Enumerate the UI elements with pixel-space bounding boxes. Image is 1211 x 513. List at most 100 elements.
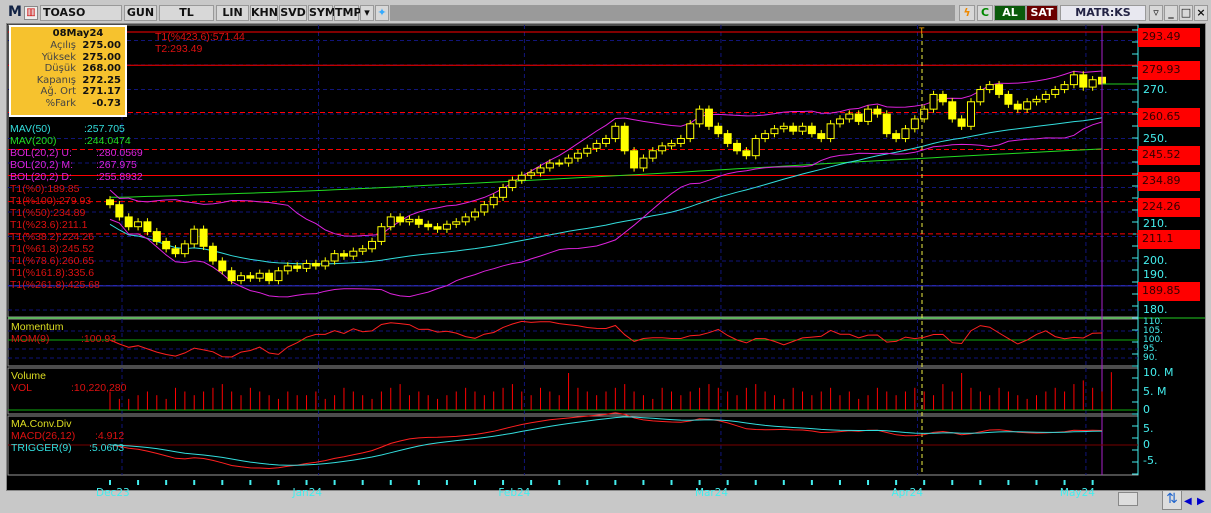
candle-body: [742, 150, 751, 157]
candle-body: [910, 118, 919, 130]
lightning-icon[interactable]: ϟ: [959, 5, 975, 21]
candle-body: [573, 152, 582, 159]
scroll-right-icon[interactable]: ▶: [1197, 496, 1205, 507]
minimize-icon[interactable]: _: [1164, 5, 1178, 21]
candle-body: [826, 123, 835, 140]
symbol-field[interactable]: TOASO: [40, 5, 122, 21]
candle-body: [592, 142, 601, 149]
menu-icon[interactable]: ▿: [1149, 5, 1163, 21]
candle-body: [152, 231, 161, 242]
twitter-icon[interactable]: ✦: [375, 5, 389, 21]
sell-button[interactable]: SAT: [1026, 5, 1058, 21]
info-value: 271.17: [82, 86, 121, 97]
date-tick-mark: [361, 480, 364, 485]
lin-button[interactable]: LIN: [216, 5, 249, 21]
level-label: 279.93: [1138, 61, 1200, 81]
legend-label: T1(%261.8):425.68: [10, 279, 100, 291]
currency-button[interactable]: TL: [159, 5, 214, 21]
refresh-icon[interactable]: C: [977, 5, 993, 21]
candle-body: [255, 272, 264, 279]
axis-tick: 110.: [1143, 316, 1164, 327]
logo: M: [8, 4, 22, 20]
chart-icon[interactable]: ▥: [24, 6, 38, 20]
info-value: -0.73: [92, 97, 121, 109]
legend-label: BOL(20,2) U:: [10, 147, 72, 159]
price-tick: 190.: [1143, 268, 1168, 281]
mav50-line: [109, 117, 1103, 265]
svd-button[interactable]: SVD: [279, 5, 307, 21]
close-icon[interactable]: ×: [1194, 5, 1208, 21]
period-button[interactable]: GUN: [124, 5, 157, 21]
candle-body: [180, 243, 189, 255]
candle-body: [639, 157, 648, 169]
candle-body: [995, 84, 1004, 95]
candle-body: [817, 133, 826, 140]
axis-tick: -5.: [1143, 454, 1158, 467]
level-label: 245.52: [1138, 145, 1200, 165]
level-label: 293.49: [1138, 28, 1200, 47]
candle-body: [106, 199, 114, 206]
sym-button[interactable]: SYM: [308, 5, 336, 21]
buy-button[interactable]: AL: [994, 5, 1026, 21]
sync-icon[interactable]: ⇅: [1162, 490, 1182, 510]
info-row: Düşük 268.00: [11, 63, 125, 75]
bollinger-lower: [109, 121, 1103, 298]
macd-label: MACD(26,12): [11, 430, 76, 442]
candle-body: [424, 223, 433, 228]
info-row: Ağ. Ort 271.17: [11, 86, 125, 98]
momentum-label: MOM(9): [11, 333, 50, 345]
candle-body: [1079, 74, 1088, 88]
info-row: Kapanış 272.25: [11, 75, 125, 87]
dropdown-icon[interactable]: ▾: [360, 5, 374, 21]
price-tick: 270.: [1143, 82, 1168, 96]
candle-body: [489, 196, 498, 206]
date-tick-mark: [670, 480, 673, 485]
candle-body: [115, 204, 124, 218]
candle-body: [807, 125, 816, 135]
date-tick-mark: [473, 480, 476, 485]
candle-body: [396, 216, 405, 223]
candle-body: [311, 262, 320, 267]
maximize-icon[interactable]: □: [1179, 5, 1193, 21]
level-label: 224.26: [1138, 197, 1200, 217]
candle-body: [283, 265, 292, 272]
scroll-left-icon[interactable]: ◀: [1184, 496, 1192, 507]
axis-tick: 5.: [1143, 422, 1154, 435]
candle-body: [508, 179, 517, 189]
legend-label: T1(%78.6):260.65: [10, 255, 95, 267]
legend-value: :280.0569: [96, 147, 143, 159]
info-value: 275.00: [82, 40, 121, 51]
date-tick-mark: [137, 480, 140, 485]
candle-body: [761, 133, 770, 140]
date-tick-mark: [698, 480, 701, 485]
date-tick: Apr24: [891, 487, 923, 499]
candle-body: [265, 272, 274, 282]
legend-value: :267.975: [96, 159, 137, 171]
candle-body: [246, 275, 255, 279]
horizontal-scrollbar[interactable]: [1118, 492, 1138, 506]
info-value: 272.25: [82, 74, 121, 86]
candle-body: [789, 125, 798, 132]
candle-body: [499, 187, 508, 198]
axis-tick: 90.: [1143, 352, 1158, 363]
level-label: 189.85: [1138, 281, 1200, 301]
tmp-button[interactable]: TMP: [334, 5, 362, 21]
candle-body: [330, 253, 339, 262]
legend-value: :257.705: [84, 123, 125, 135]
date-tick-mark: [1063, 480, 1066, 485]
date-tick-mark: [923, 480, 926, 485]
candle-body: [1051, 89, 1060, 95]
trigger-value: :5.0603: [89, 442, 125, 454]
trigger-label: TRIGGER(9): [11, 442, 72, 454]
date-tick-mark: [810, 480, 813, 485]
date-tick-mark: [1007, 480, 1010, 485]
legend-value: :244.0474: [84, 135, 131, 147]
date-tick-mark: [165, 480, 168, 485]
info-row: %Fark -0.73: [11, 98, 125, 110]
date-tick-mark: [979, 480, 982, 485]
candle-body: [770, 128, 779, 135]
panel-frame: [7, 367, 1139, 415]
khn-button[interactable]: KHN: [250, 5, 278, 21]
legend-label: T1(%61.8):245.52: [10, 243, 95, 255]
